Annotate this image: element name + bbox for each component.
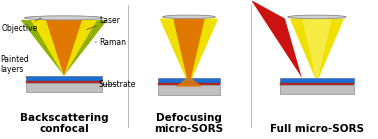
- Text: Backscattering
confocal: Backscattering confocal: [20, 113, 108, 134]
- Polygon shape: [302, 19, 332, 78]
- Text: Full micro-SORS: Full micro-SORS: [270, 124, 364, 134]
- Text: Defocusing
micro-SORS: Defocusing micro-SORS: [154, 113, 223, 134]
- Text: Painted
layers: Painted layers: [1, 55, 29, 78]
- Polygon shape: [290, 19, 344, 78]
- Ellipse shape: [288, 15, 346, 19]
- Ellipse shape: [163, 15, 215, 18]
- Text: Laser: Laser: [87, 16, 120, 30]
- Polygon shape: [21, 20, 107, 76]
- Polygon shape: [280, 78, 354, 83]
- Ellipse shape: [25, 16, 104, 20]
- Polygon shape: [160, 19, 218, 78]
- Polygon shape: [280, 85, 354, 94]
- Text: Objective: Objective: [2, 18, 41, 33]
- Polygon shape: [26, 80, 102, 83]
- Polygon shape: [26, 76, 102, 80]
- Text: Substrate: Substrate: [99, 80, 136, 89]
- Polygon shape: [173, 19, 205, 78]
- Polygon shape: [280, 83, 354, 85]
- Polygon shape: [26, 83, 102, 92]
- Polygon shape: [158, 85, 220, 95]
- Polygon shape: [158, 78, 220, 83]
- Text: Raman: Raman: [95, 38, 126, 47]
- Polygon shape: [31, 20, 97, 76]
- Polygon shape: [46, 20, 82, 76]
- Polygon shape: [158, 83, 220, 85]
- Polygon shape: [176, 78, 202, 87]
- Polygon shape: [251, 0, 302, 78]
